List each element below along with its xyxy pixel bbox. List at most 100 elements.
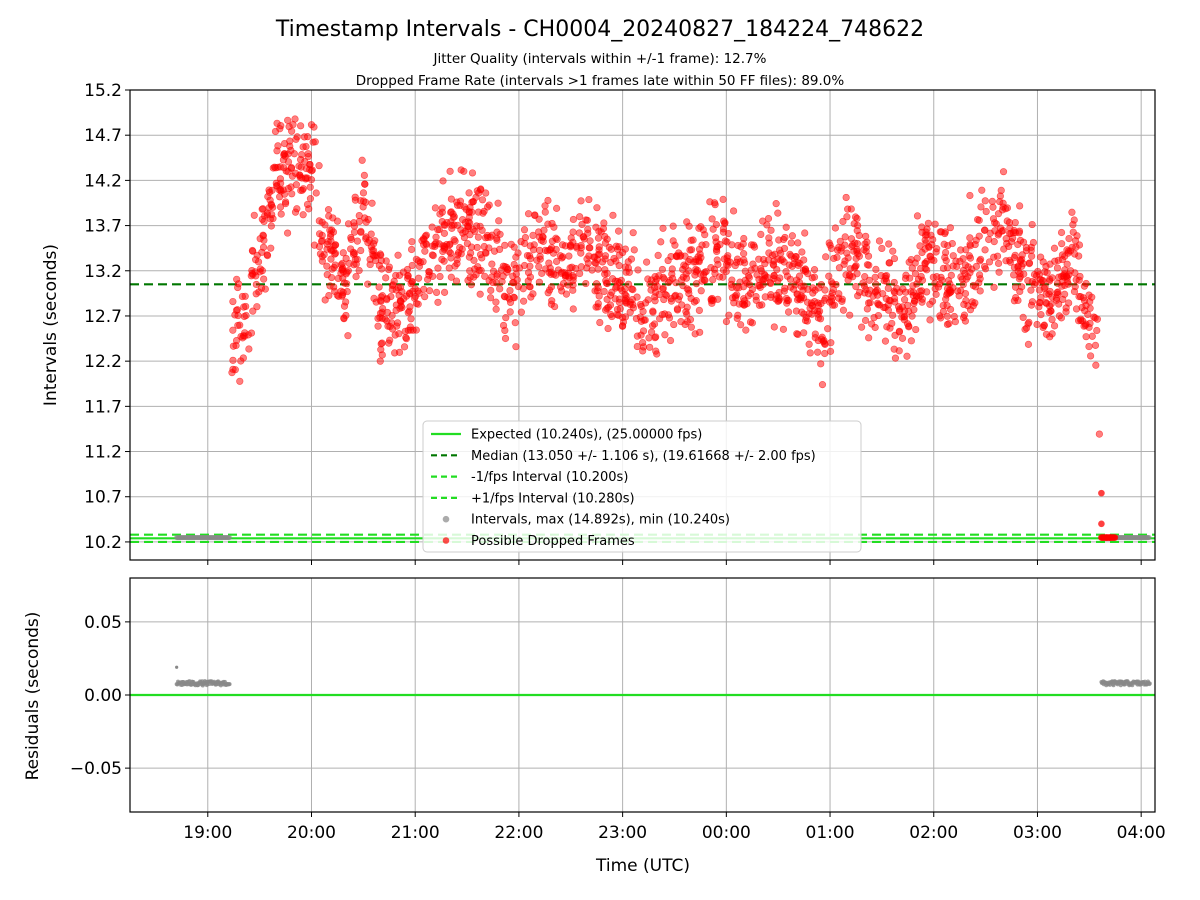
y-tick-label-top: 11.7: [84, 397, 122, 417]
dropped-frame-point: [419, 258, 427, 266]
dropped-frame-point: [1019, 313, 1027, 322]
dropped-frame-point: [644, 275, 652, 283]
dropped-frame-point: [1062, 308, 1070, 316]
chart-subtitle-dropped: Dropped Frame Rate (intervals >1 frames …: [356, 73, 845, 89]
dropped-frame-point: [434, 264, 442, 272]
dropped-frame-point: [524, 210, 533, 218]
dropped-frame-point: [501, 293, 509, 301]
top-y-axis-label: Intervals (seconds): [41, 244, 61, 406]
dropped-frame-point: [468, 198, 476, 206]
dropped-frame-point: [724, 229, 733, 238]
dropped-frame-point: [580, 235, 588, 243]
dropped-frame-point: [383, 308, 392, 317]
dropped-frame-point: [868, 320, 876, 328]
dropped-frame-point: [381, 315, 389, 323]
dropped-frame-point: [392, 306, 400, 314]
dropped-frame-point: [767, 226, 775, 234]
dropped-frame-point: [748, 319, 756, 327]
dropped-frame-point: [476, 290, 484, 298]
dropped-frame-point: [913, 212, 922, 220]
dropped-frame-point: [779, 325, 788, 333]
dropped-frame-point: [874, 299, 882, 307]
dropped-frame-point: [531, 211, 539, 219]
dropped-frame-point: [291, 115, 299, 123]
dropped-frame-point: [269, 215, 277, 223]
dropped-frame-point: [575, 229, 583, 237]
dropped-frame-point: [858, 323, 866, 331]
dropped-frame-point: [517, 238, 525, 246]
dropped-frame-point: [502, 314, 510, 322]
dropped-frame-point: [1037, 311, 1045, 319]
dropped-frame-point: [719, 273, 727, 281]
dropped-frame-point: [795, 272, 804, 280]
dropped-frame-point: [1051, 257, 1059, 265]
dropped-frame-point: [660, 275, 668, 283]
dropped-frame-point: [393, 322, 401, 330]
dropped-frame-point: [318, 218, 326, 226]
dropped-frame-point: [458, 216, 467, 224]
dropped-frame-point: [744, 272, 753, 280]
dropped-frame-point: [465, 189, 473, 197]
dropped-frame-point: [509, 272, 517, 280]
dropped-frame-point: [482, 189, 490, 197]
dropped-frame-point: [297, 163, 305, 171]
dropped-frame-point: [838, 297, 846, 305]
dropped-frame-point: [787, 239, 795, 247]
dropped-frame-point: [824, 325, 832, 333]
dropped-frame-point: [776, 274, 784, 282]
dropped-frame-point: [740, 256, 748, 264]
dropped-frame-point: [284, 116, 292, 124]
dropped-frame-point: [558, 268, 566, 276]
y-tick-label-top: 11.2: [84, 443, 122, 463]
dropped-frame-point: [1082, 333, 1090, 341]
dropped-frame-point: [1028, 298, 1037, 306]
dropped-frame-point: [533, 256, 541, 264]
dropped-frame-point: [900, 316, 909, 324]
dropped-frame-point: [633, 293, 641, 301]
dropped-frame-point: [842, 193, 850, 202]
dropped-frame-point: [850, 264, 859, 272]
dropped-frame-point: [961, 289, 970, 298]
dropped-frame-point: [535, 246, 544, 254]
dropped-frame-point: [407, 315, 415, 323]
dropped-frame-point: [541, 208, 549, 216]
dropped-frame-point: [453, 259, 461, 268]
dropped-frame-point: [242, 302, 250, 311]
dropped-frame-point: [375, 283, 383, 291]
dropped-frame-point: [510, 243, 518, 251]
dropped-frame-point: [821, 286, 829, 294]
dropped-frame-point: [591, 259, 599, 267]
dropped-frame-point: [435, 225, 443, 234]
dropped-frame-point: [761, 293, 769, 301]
dropped-frame-point: [815, 307, 824, 315]
dropped-frame-point: [355, 266, 363, 275]
dropped-frame-point: [763, 221, 771, 229]
dropped-frame-point: [1005, 242, 1013, 251]
dropped-frame-point: [975, 232, 983, 240]
dropped-frame-point: [672, 279, 680, 287]
dropped-frame-point: [414, 300, 422, 308]
dropped-frame-point: [261, 212, 269, 220]
dropped-frame-point: [981, 246, 989, 254]
dropped-frame-point: [408, 261, 416, 270]
dropped-frame-point: [843, 213, 851, 221]
dropped-frame-point: [1092, 361, 1100, 369]
dropped-frame-point: [1010, 271, 1018, 279]
dropped-frame-point: [347, 235, 355, 244]
dropped-frame-point: [327, 247, 336, 255]
dropped-frame-point: [1057, 228, 1066, 237]
dropped-frame-point: [394, 251, 402, 259]
dropped-frame-point: [1087, 352, 1095, 360]
dropped-frame-point: [1075, 252, 1083, 260]
dropped-frame-point: [284, 158, 293, 166]
dropped-frame-point: [685, 289, 693, 297]
dropped-frame-point: [971, 240, 979, 249]
dropped-frame-point: [988, 197, 996, 205]
dropped-frame-point: [1025, 259, 1033, 268]
dropped-frame-point: [854, 221, 862, 230]
dropped-frame-point: [890, 254, 899, 263]
dropped-frame-point: [236, 377, 244, 385]
dropped-frame-point: [678, 301, 686, 309]
dropped-frame-point: [910, 299, 918, 307]
dropped-frame-point: [765, 234, 773, 242]
